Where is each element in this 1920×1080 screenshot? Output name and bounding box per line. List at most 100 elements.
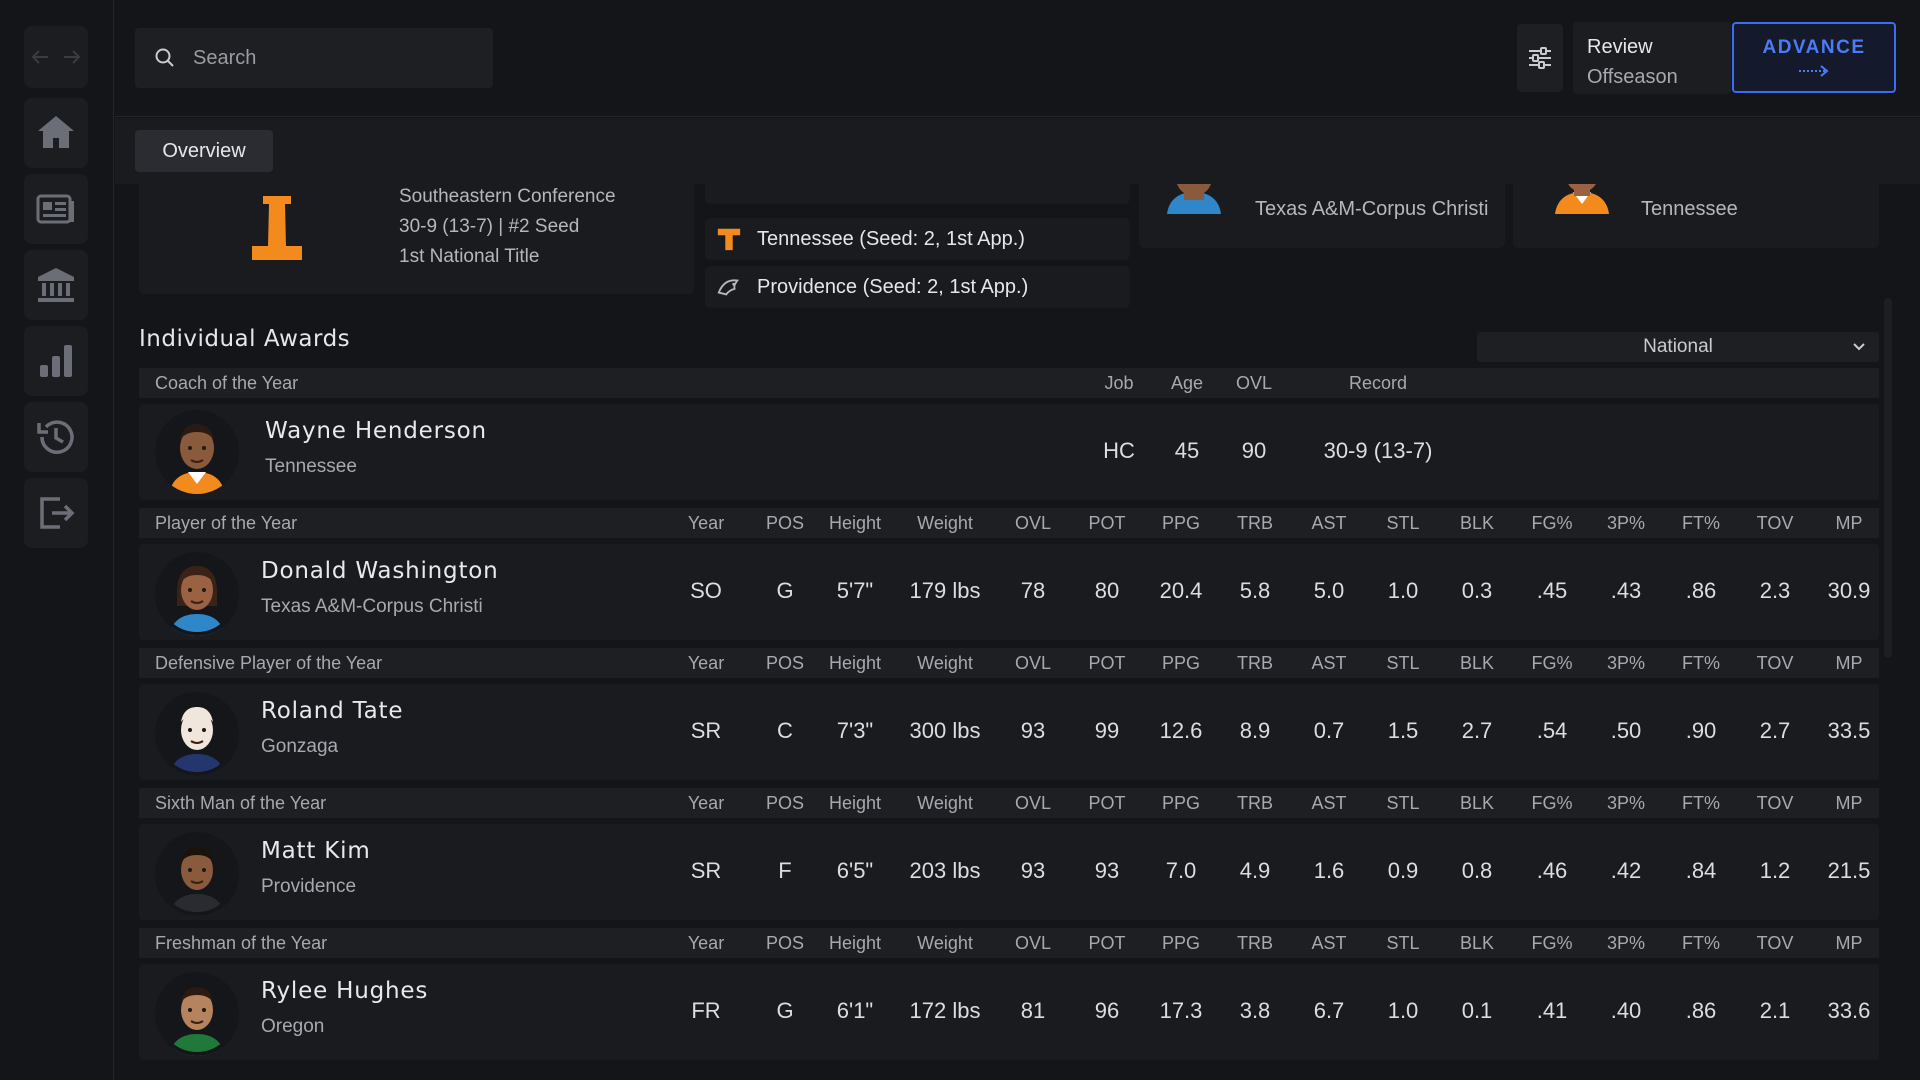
tennessee-t-icon	[715, 225, 743, 253]
awards-scope-select[interactable]: National	[1477, 332, 1879, 362]
column-header[interactable]: POT	[1088, 513, 1126, 533]
column-header[interactable]: POS	[765, 933, 805, 953]
column-header[interactable]: AST	[1311, 933, 1347, 953]
column-header[interactable]: PPG	[1161, 513, 1201, 533]
column-header[interactable]: TOV	[1756, 933, 1794, 953]
column-header[interactable]: Year	[687, 513, 725, 533]
finalist-row[interactable]: Providence (Seed: 2, 1st App.)	[705, 266, 1130, 308]
column-header[interactable]: POT	[1088, 653, 1126, 673]
column-header[interactable]: FG%	[1531, 793, 1573, 813]
column-header[interactable]: Weight	[917, 653, 973, 673]
column-header[interactable]: FT%	[1682, 653, 1720, 673]
column-header[interactable]: TRB	[1237, 933, 1273, 953]
finalist-row[interactable]: Tennessee (Seed: 2, 1st App.)	[705, 218, 1130, 260]
award-winner-row[interactable]: Roland Tate Gonzaga SR C 7'3" 300 lbs 93 99 12.6…	[139, 684, 1879, 780]
arrow-left-icon[interactable]	[28, 45, 52, 69]
column-header[interactable]: BLK	[1459, 793, 1495, 813]
award-winner-row[interactable]: Donald Washington Texas A&M-Corpus Christ…	[139, 544, 1879, 640]
sidebar-item-news[interactable]	[24, 174, 88, 244]
column-header[interactable]: OVL	[1014, 513, 1052, 533]
column-header[interactable]: STL	[1386, 933, 1420, 953]
column-header[interactable]: STL	[1386, 793, 1420, 813]
column-header[interactable]: TOV	[1756, 793, 1794, 813]
column-header[interactable]: POS	[765, 513, 805, 533]
winner-card[interactable]: Tennessee	[1513, 184, 1879, 248]
column-header[interactable]: 3P%	[1606, 513, 1646, 533]
column-header[interactable]: POS	[765, 793, 805, 813]
column-header[interactable]: MP	[1835, 793, 1863, 813]
column-header[interactable]: TOV	[1756, 513, 1794, 533]
advance-button[interactable]: ADVANCE	[1732, 22, 1896, 93]
stat-cell: 90	[1241, 438, 1267, 463]
column-header[interactable]: OVL	[1014, 653, 1052, 673]
column-header[interactable]: Weight	[917, 793, 973, 813]
player-name[interactable]: Donald Washington	[261, 558, 499, 584]
player-name[interactable]: Roland Tate	[261, 698, 404, 724]
column-header[interactable]: TOV	[1756, 653, 1794, 673]
column-header[interactable]: STL	[1386, 513, 1420, 533]
column-header[interactable]: 3P%	[1606, 933, 1646, 953]
column-header[interactable]: BLK	[1459, 933, 1495, 953]
award-winner-row[interactable]: Rylee Hughes Oregon FR G 6'1" 172 lbs 81 96 17.3…	[139, 964, 1879, 1060]
stat-cell: .45	[1536, 578, 1568, 603]
column-header[interactable]: AST	[1311, 513, 1347, 533]
column-header[interactable]: POS	[765, 653, 805, 673]
column-header[interactable]: AST	[1311, 793, 1347, 813]
column-header[interactable]: BLK	[1459, 653, 1495, 673]
column-header[interactable]: TRB	[1237, 653, 1273, 673]
column-header[interactable]: MP	[1835, 653, 1863, 673]
column-header[interactable]: PPG	[1161, 653, 1201, 673]
column-header[interactable]: POT	[1088, 793, 1126, 813]
search-input[interactable]	[193, 46, 473, 70]
award-winner-row[interactable]: Matt Kim Providence SR F 6'5" 203 lbs 93 93 7.0 4…	[139, 824, 1879, 920]
arrow-right-icon[interactable]	[60, 45, 84, 69]
column-header[interactable]: Weight	[917, 933, 973, 953]
tab-overview[interactable]: Overview	[135, 130, 273, 172]
sidebar-item-finances[interactable]	[24, 250, 88, 320]
column-header[interactable]: POT	[1088, 933, 1126, 953]
column-header[interactable]: MP	[1835, 933, 1863, 953]
column-header[interactable]: FG%	[1531, 653, 1573, 673]
coach-name[interactable]: Wayne Henderson	[265, 418, 487, 444]
winner-card[interactable]: Texas A&M-Corpus Christi	[1139, 184, 1505, 248]
column-header[interactable]: AST	[1311, 653, 1347, 673]
column-header[interactable]: PPG	[1161, 933, 1201, 953]
column-header[interactable]: Height	[828, 653, 882, 673]
award-winner-row[interactable]: Wayne Henderson Tennessee HC 45 90 30-9 …	[139, 404, 1879, 500]
column-header[interactable]: 3P%	[1606, 653, 1646, 673]
sidebar-item-stats[interactable]	[24, 326, 88, 396]
column-header[interactable]: Year	[687, 653, 725, 673]
stat-cell: 5.8	[1239, 578, 1271, 603]
column-header[interactable]: Height	[828, 513, 882, 533]
sidebar-item-exit[interactable]	[24, 478, 88, 548]
stat-cell: .42	[1610, 858, 1642, 883]
settings-button[interactable]	[1517, 24, 1563, 92]
stat-cell: 1.2	[1759, 858, 1791, 883]
column-header[interactable]: FG%	[1531, 933, 1573, 953]
column-header[interactable]: Year	[687, 793, 725, 813]
column-header[interactable]: Year	[687, 933, 725, 953]
column-header[interactable]: FT%	[1682, 933, 1720, 953]
column-header[interactable]: TRB	[1237, 793, 1273, 813]
column-header[interactable]: FT%	[1682, 513, 1720, 533]
column-header[interactable]: FG%	[1531, 513, 1573, 533]
sidebar-item-home[interactable]	[24, 98, 88, 168]
column-header[interactable]: Height	[828, 793, 882, 813]
column-header[interactable]: Height	[828, 933, 882, 953]
column-header[interactable]: 3P%	[1606, 793, 1646, 813]
column-header[interactable]: STL	[1386, 653, 1420, 673]
column-header[interactable]: PPG	[1161, 793, 1201, 813]
sidebar-item-history[interactable]	[24, 402, 88, 472]
player-team: Gonzaga	[261, 736, 339, 757]
column-header[interactable]: MP	[1835, 513, 1863, 533]
column-header[interactable]: FT%	[1682, 793, 1720, 813]
player-name[interactable]: Rylee Hughes	[261, 978, 429, 1004]
player-name[interactable]: Matt Kim	[261, 838, 371, 864]
column-header[interactable]: TRB	[1237, 513, 1273, 533]
column-header[interactable]: Weight	[917, 513, 973, 533]
stat-cell: 81	[1020, 998, 1046, 1023]
column-header[interactable]: OVL	[1014, 933, 1052, 953]
scrollbar[interactable]	[1884, 298, 1892, 658]
column-header[interactable]: OVL	[1014, 793, 1052, 813]
column-header[interactable]: BLK	[1459, 513, 1495, 533]
